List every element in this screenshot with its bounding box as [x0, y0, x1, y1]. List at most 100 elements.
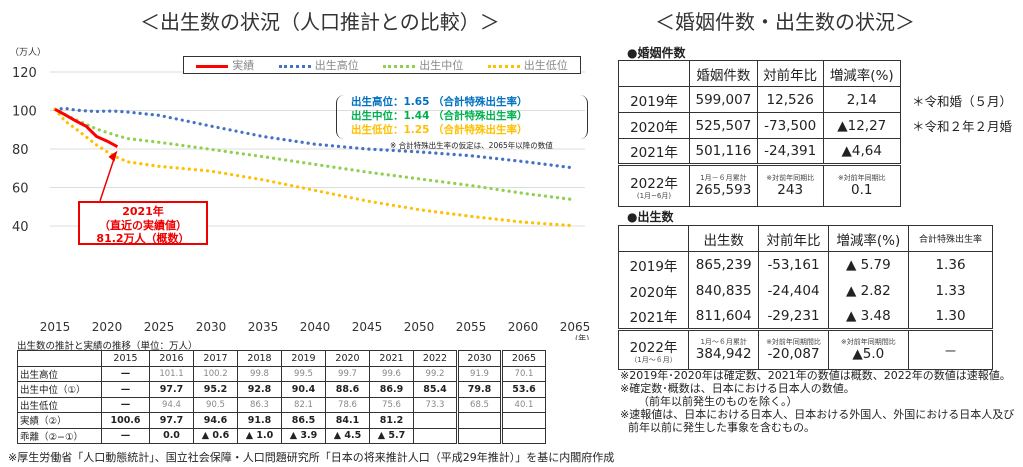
- value: ▲5.0: [852, 346, 885, 362]
- cell: 40.1: [500, 396, 546, 413]
- rate-note: ※ 合計特殊出生率の仮定は、2065年以降の数値: [390, 141, 553, 150]
- x-tick-label: 2065: [560, 320, 591, 334]
- x-tick-label: 2055: [456, 320, 487, 334]
- chart-legend: 実績 出生高位 出生中位 出生低位: [183, 56, 581, 74]
- cell: 1.36: [908, 251, 993, 278]
- cell: 79.8: [456, 381, 502, 398]
- marriage-heading: ●婚姻件数: [627, 46, 686, 60]
- row-label: 出生低位: [17, 396, 102, 413]
- cell: ※対前年同期間比 -20,087: [758, 329, 829, 370]
- cell: 53.6: [500, 381, 546, 398]
- legend-item: 出生低位: [487, 57, 568, 73]
- x-tick-label: 2020: [92, 320, 123, 334]
- cell: 2022年 (1月~6月): [618, 164, 690, 207]
- x-tick-label: 2035: [248, 320, 279, 334]
- table-row: 出生中位（①） —97.7 95.2 92.8 90.4 88.6 86.9 85.4 79.8…: [17, 381, 546, 398]
- cell: 100.6: [101, 412, 150, 429]
- cell: ▲ 5.79: [827, 251, 910, 278]
- y-axis-label: （万人）: [10, 47, 46, 58]
- cell: 12,526: [756, 86, 824, 113]
- cell: 2,14: [822, 86, 902, 113]
- year: 2022年: [630, 176, 678, 192]
- table-row: 乖離（②−①） —0.0 ▲ 0.6 ▲ 1.0 ▲ 3.9 ▲ 4.5 ▲ 5.7: [17, 427, 546, 444]
- cell: －: [908, 329, 993, 370]
- value: -20,087: [767, 346, 820, 362]
- cell: 1.30: [908, 303, 993, 330]
- note-line: ※2019年･2020年は確定数、2021年の数値は概数、2022年の数値は速報…: [620, 369, 1011, 382]
- y-tick-label: 120: [12, 66, 37, 81]
- legend-swatch: [487, 64, 520, 68]
- cell: 86.9: [369, 381, 414, 398]
- year-header: 2016: [149, 350, 194, 367]
- side-note: ＊令和婚（５月）: [912, 94, 1013, 109]
- year-header: 2030: [456, 350, 502, 367]
- cell: ※対前年同期比 0.1: [822, 164, 902, 207]
- cell: 90.4: [281, 381, 326, 398]
- year-header: 2017: [193, 350, 238, 367]
- note-line: ※速報値は、日本における日本人、日本おける外国人、外国における日本人及び: [620, 408, 1015, 421]
- cell: 1月－６月累計 265,593: [689, 164, 758, 207]
- cell: -24,391: [756, 138, 824, 165]
- header-cell: 対前年比: [758, 225, 829, 252]
- right-title: ＜婚姻件数・出生数の状況＞: [655, 10, 915, 34]
- callout-line: （直近の実績値）: [99, 218, 187, 232]
- year: 2022年: [629, 340, 678, 356]
- cell: 70.1: [500, 365, 546, 382]
- header-cell: 出生数: [687, 225, 760, 252]
- year-header: 2022: [413, 350, 458, 367]
- callout-line: 81.2万人（概数）: [96, 232, 190, 245]
- cell: ▲ 2.82: [827, 277, 910, 304]
- value: 243: [777, 182, 804, 198]
- cell: 91.9: [456, 365, 502, 382]
- cell: 99.6: [369, 365, 414, 382]
- legend-swatch: [383, 64, 416, 68]
- cell: —: [101, 427, 150, 444]
- cell: [500, 412, 546, 429]
- cell: ▲4,64: [822, 138, 902, 165]
- row-label: 乖離（②−①）: [17, 427, 102, 444]
- cell: -29,231: [758, 303, 829, 330]
- period: (1月~6月): [636, 192, 672, 200]
- header-cell: 増減率(%): [827, 225, 910, 252]
- cell: 75.6: [369, 396, 414, 413]
- note: ※対前年同期比: [837, 174, 886, 182]
- table-row: 出生低位 —94.4 90.5 86.3 82.1 78.6 75.6 73.3 68.5 40.…: [17, 396, 546, 413]
- cell: [456, 427, 502, 444]
- cell: 101.1: [149, 365, 194, 382]
- header-cell: 対前年比: [756, 60, 824, 87]
- cell: 2019年: [618, 251, 689, 278]
- cell: 95.2: [193, 381, 238, 398]
- header-cell: 婚姻件数: [689, 60, 758, 87]
- cell: -24,404: [758, 277, 829, 304]
- x-tick-label: 2050: [404, 320, 435, 334]
- cell: -53,161: [758, 251, 829, 278]
- arrow-head-icon: [108, 150, 118, 162]
- header-cell: 合計特殊出生率: [908, 225, 993, 252]
- legend-swatch: [196, 64, 229, 68]
- births-line-chart: 40 60 80 100 120 （万人） 2015 2020 2025 2030 2035 2040…: [10, 47, 591, 340]
- cell: 2020年: [618, 277, 689, 304]
- year-header: 2020: [325, 350, 370, 367]
- header-cell: [17, 350, 102, 367]
- series-line-0: [54, 108, 119, 149]
- cell: 1.33: [908, 277, 993, 304]
- callout-line: 2021年: [122, 205, 164, 218]
- cell: 0.0: [149, 427, 194, 444]
- cell: —: [101, 381, 150, 398]
- cell: 865,239: [687, 251, 760, 278]
- births-heading: ●出生数: [627, 210, 674, 224]
- cell: -73,500: [756, 112, 824, 139]
- note-line: （前年以前発生のものを除く。）: [638, 395, 798, 408]
- cell: 90.5: [193, 396, 238, 413]
- legend-item: 出生高位: [278, 57, 359, 73]
- value: 265,593: [695, 182, 752, 198]
- note: 1月～６月累計: [700, 338, 747, 346]
- cell: —: [101, 396, 150, 413]
- period: （1月～６月）: [630, 356, 677, 364]
- legend-label: 出生高位: [314, 59, 359, 72]
- cell: 840,835: [687, 277, 760, 304]
- x-tick-label: 2060: [508, 320, 539, 334]
- cell: 100.2: [193, 365, 238, 382]
- x-tick-label: 2015: [40, 320, 71, 334]
- cell: 599,007: [689, 86, 758, 113]
